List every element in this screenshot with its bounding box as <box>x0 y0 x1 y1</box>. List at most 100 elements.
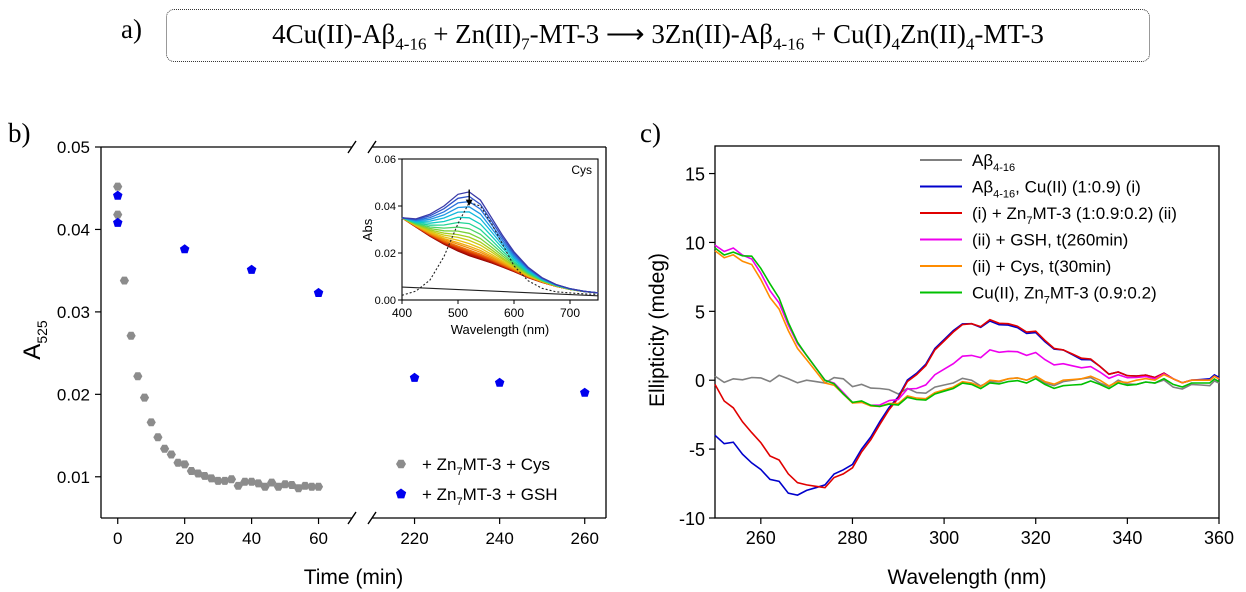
gsh-marker <box>494 377 505 387</box>
equation-box: 4Cu(II)-Aβ4-16 + Zn(II)7-MT-3 ⟶ 3Zn(II)-… <box>166 9 1150 62</box>
y-tick-label: 0.01 <box>57 468 90 487</box>
c-x-tick-label: 360 <box>1204 528 1234 548</box>
cys-marker <box>206 474 216 483</box>
panel-b-axes <box>95 140 607 525</box>
x-tick-label: 260 <box>571 529 599 548</box>
c-legend-label: (ii) + Cys, t(30min) <box>972 257 1111 276</box>
x-tick-label: 20 <box>175 529 194 548</box>
axis-break-mark <box>367 511 377 525</box>
cys-marker <box>133 372 143 381</box>
c-y-axis-title: Ellipticity (mdeg) <box>646 253 669 407</box>
eq-part: -MT-3 ⟶ 3Zn(II)-Aβ <box>529 19 774 49</box>
gsh-marker <box>179 244 190 254</box>
c-x-tick-label: 320 <box>1021 528 1051 548</box>
inset-x-axis-title: Wavelength (nm) <box>451 322 550 337</box>
c-y-tick-label: 15 <box>685 165 705 185</box>
inset-x-tick-label: 400 <box>392 306 412 320</box>
c-x-tick-label: 260 <box>746 528 776 548</box>
inset-y-tick-label: 0.00 <box>375 295 396 307</box>
cys-marker <box>113 182 123 191</box>
inset-x-tick-label: 700 <box>560 306 580 320</box>
y-tick-label: 0.04 <box>57 220 90 239</box>
cd-spectrum-line <box>714 320 1220 496</box>
gsh-marker <box>113 190 123 200</box>
cys-marker <box>233 481 243 490</box>
eq-sub: 7 <box>521 34 530 54</box>
c-y-tick-label: 0 <box>695 371 705 391</box>
y-tick-label: 0.03 <box>57 303 90 322</box>
cys-marker <box>200 472 210 480</box>
c-y-tick-label: -5 <box>689 440 705 460</box>
eq-sub: 4-16 <box>773 34 805 54</box>
inset-arrow-head <box>465 199 473 206</box>
cys-marker <box>240 477 250 486</box>
cys-marker <box>213 476 223 485</box>
cys-marker <box>313 482 324 491</box>
cd-spectrum-line <box>714 247 1220 408</box>
axis-break-mark <box>347 511 357 525</box>
c-x-tick-label: 280 <box>837 528 867 548</box>
legend-marker-gsh <box>395 488 407 499</box>
cys-marker <box>260 482 270 491</box>
inset-spectrum-line <box>401 191 599 294</box>
eq-sub: 4-16 <box>395 34 427 54</box>
c-legend-label: Aβ4-16, Cu(II) (1:0.9) (i) <box>972 178 1141 201</box>
cys-marker <box>307 482 317 491</box>
cd-spectrum-line <box>714 250 1220 408</box>
inset-difference-line <box>401 201 599 296</box>
legend-marker-cys <box>396 459 406 469</box>
panel-c-frame <box>714 145 1220 519</box>
cys-marker <box>139 393 150 402</box>
x-axis-title: Time (min) <box>304 566 404 589</box>
eq-sub: 4 <box>891 34 900 54</box>
cys-marker <box>126 331 136 340</box>
eq-part: 4Cu(II)-Aβ <box>272 19 396 49</box>
c-y-tick-label: 10 <box>685 233 705 253</box>
cys-marker <box>186 467 196 475</box>
c-y-tick-label: 5 <box>695 302 705 322</box>
cys-marker <box>153 433 163 442</box>
cd-spectrum-line <box>714 318 1220 489</box>
gsh-marker <box>246 264 257 274</box>
reaction-equation: 4Cu(II)-Aβ4-16 + Zn(II)7-MT-3 ⟶ 3Zn(II)-… <box>167 19 1149 54</box>
cys-marker <box>119 276 129 285</box>
x-tick-label: 0 <box>113 529 122 548</box>
cys-marker <box>287 481 297 489</box>
cys-marker <box>226 475 237 484</box>
cd-spectrum-line <box>714 244 1220 407</box>
cd-spectrum-line <box>714 374 1220 395</box>
gsh-marker <box>580 387 590 397</box>
y-tick-label: 0.02 <box>57 385 90 404</box>
c-x-axis-title: Wavelength (nm) <box>887 566 1046 589</box>
cys-marker <box>220 476 230 485</box>
legend-label-cys: + Zn7MT-3 + Cys <box>422 455 550 478</box>
y-tick-label: 0.05 <box>57 138 90 157</box>
c-legend-label: (ii) + GSH, t(260min) <box>972 231 1128 250</box>
eq-part: + Cu(I) <box>804 19 892 49</box>
c-x-tick-label: 300 <box>929 528 959 548</box>
eq-sub: 4 <box>965 34 975 54</box>
inset-x-tick-label: 500 <box>448 306 468 320</box>
inset-y-tick-label: 0.06 <box>375 154 396 166</box>
x-tick-label: 220 <box>400 529 428 548</box>
eq-part: Zn(II) <box>899 19 966 49</box>
axis-break-mark <box>367 140 377 154</box>
c-legend-label: (i) + Zn7MT-3 (1:0.9:0.2) (ii) <box>972 204 1177 227</box>
x-tick-label: 40 <box>242 529 261 548</box>
y-axis-title: A525 <box>19 320 50 360</box>
inset-x-tick-label: 600 <box>504 306 524 320</box>
inset-frame <box>401 158 599 301</box>
inset-baseline-line <box>401 286 599 297</box>
c-y-tick-label: -10 <box>679 509 705 529</box>
cys-marker <box>146 418 156 427</box>
c-legend-label: Cu(II), Zn7MT-3 (0.9:0.2) <box>972 284 1157 307</box>
x-tick-label: 60 <box>309 529 328 548</box>
eq-part: -MT-3 <box>974 19 1044 49</box>
panel-label-a: a) <box>121 14 142 44</box>
axis-break-mark <box>347 140 357 154</box>
inset-title: Cys <box>571 163 592 177</box>
cys-marker <box>160 444 170 453</box>
cys-marker <box>267 478 277 487</box>
c-x-tick-label: 340 <box>1112 528 1142 548</box>
